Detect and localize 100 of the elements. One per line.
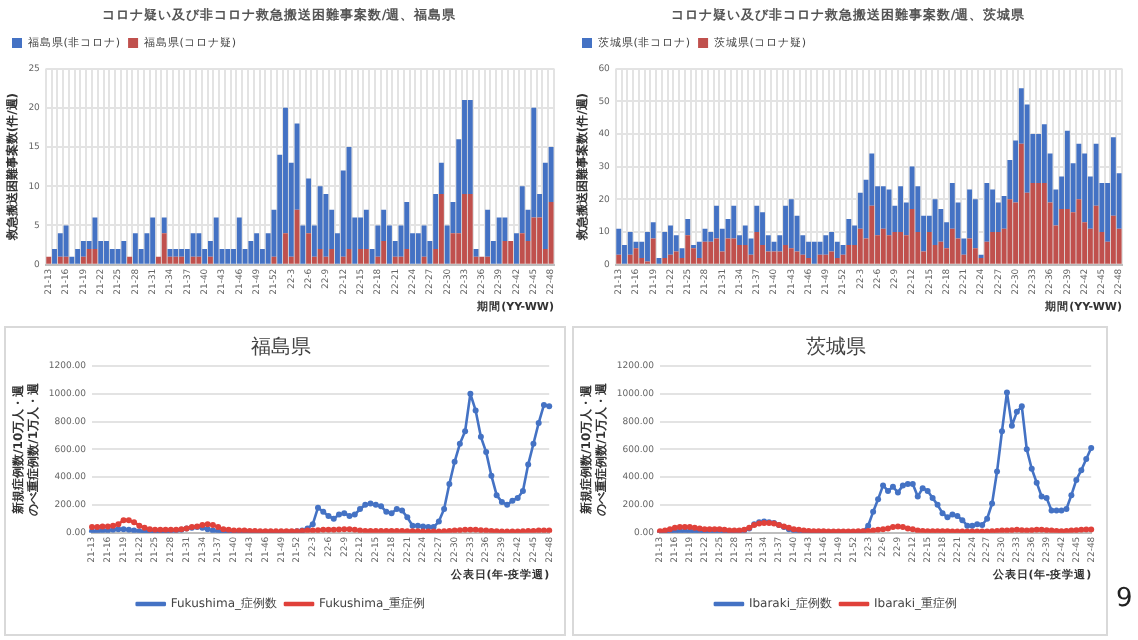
bar: [984, 182, 990, 242]
bar: [358, 248, 364, 264]
bar: [161, 233, 167, 264]
bar: [57, 256, 63, 264]
bar: [381, 241, 387, 264]
bar: [190, 256, 196, 264]
bar: [496, 217, 502, 264]
bar: [415, 233, 421, 264]
bar: [317, 186, 323, 249]
bar: [788, 248, 794, 264]
bar: [731, 238, 737, 264]
bar: [800, 254, 806, 264]
bar: [80, 256, 86, 264]
bar: [777, 251, 783, 264]
bar: [421, 256, 427, 264]
bar: [248, 241, 254, 264]
bar: [502, 241, 508, 264]
bar: [317, 248, 323, 264]
bar: [685, 218, 691, 236]
bar: [857, 228, 863, 264]
bar: [179, 248, 185, 257]
text: 9: [1116, 584, 1133, 614]
bar: [173, 256, 179, 264]
bar: [161, 217, 167, 234]
bar: [519, 186, 525, 234]
bar: [127, 256, 133, 264]
bar: [742, 245, 748, 264]
bar: [1018, 143, 1024, 264]
chart-title: 茨城県: [806, 335, 866, 360]
bar: [1076, 199, 1082, 264]
bar: [714, 238, 719, 264]
bar: [283, 233, 288, 264]
bar: [537, 217, 543, 264]
bar: [783, 245, 788, 264]
bar: [668, 225, 673, 255]
bar: [63, 256, 69, 264]
bar: [392, 256, 398, 264]
bar: [363, 209, 369, 249]
bar: [898, 231, 904, 264]
bar: [69, 256, 75, 264]
bar: [898, 186, 904, 232]
bar: [806, 258, 811, 264]
bar: [479, 256, 485, 264]
bar: [323, 256, 329, 264]
bar: [150, 217, 156, 264]
bar: [121, 241, 127, 264]
bar: [685, 235, 691, 264]
bar: [823, 254, 829, 264]
bar: [340, 256, 346, 264]
bar: [627, 254, 633, 264]
bar: [363, 248, 369, 264]
bar: [179, 256, 185, 264]
bar: [329, 248, 335, 264]
bar: [63, 225, 69, 257]
bar: [548, 201, 554, 264]
bar: [662, 231, 668, 259]
bar: [109, 248, 115, 264]
bar: [754, 231, 760, 264]
bar: [932, 199, 938, 246]
bar: [323, 194, 329, 257]
bar: [473, 248, 479, 257]
bar: [886, 235, 892, 264]
bar: [846, 218, 852, 246]
bar: [967, 238, 973, 264]
bar: [531, 217, 537, 264]
bar: [1041, 182, 1047, 264]
bar: [938, 241, 944, 264]
bar: [467, 194, 473, 264]
bar: [823, 235, 829, 255]
bar: [86, 248, 92, 264]
bar: [846, 245, 852, 264]
bar: [765, 251, 771, 264]
bar: [880, 186, 886, 229]
bar: [1064, 130, 1070, 210]
bar: [834, 258, 840, 264]
bar: [404, 248, 410, 264]
bar: [1093, 205, 1099, 264]
bar: [886, 189, 892, 236]
bar: [1064, 209, 1070, 264]
bar: [207, 256, 213, 264]
bar: [57, 233, 63, 257]
bar: [508, 241, 514, 264]
bar: [650, 238, 656, 264]
bar: [514, 233, 519, 264]
bar: [806, 241, 811, 259]
bar: [519, 233, 525, 264]
bar: [438, 162, 444, 195]
bar: [811, 241, 817, 264]
bar: [173, 248, 179, 257]
bar: [467, 99, 473, 195]
bar: [961, 238, 967, 255]
bar: [829, 251, 834, 264]
bar: [75, 248, 81, 264]
bar: [225, 248, 231, 264]
bar: [46, 256, 52, 264]
bar: [662, 258, 668, 264]
bar: [485, 256, 491, 264]
bar: [673, 251, 679, 264]
bar: [80, 241, 86, 257]
bar: [731, 205, 737, 239]
